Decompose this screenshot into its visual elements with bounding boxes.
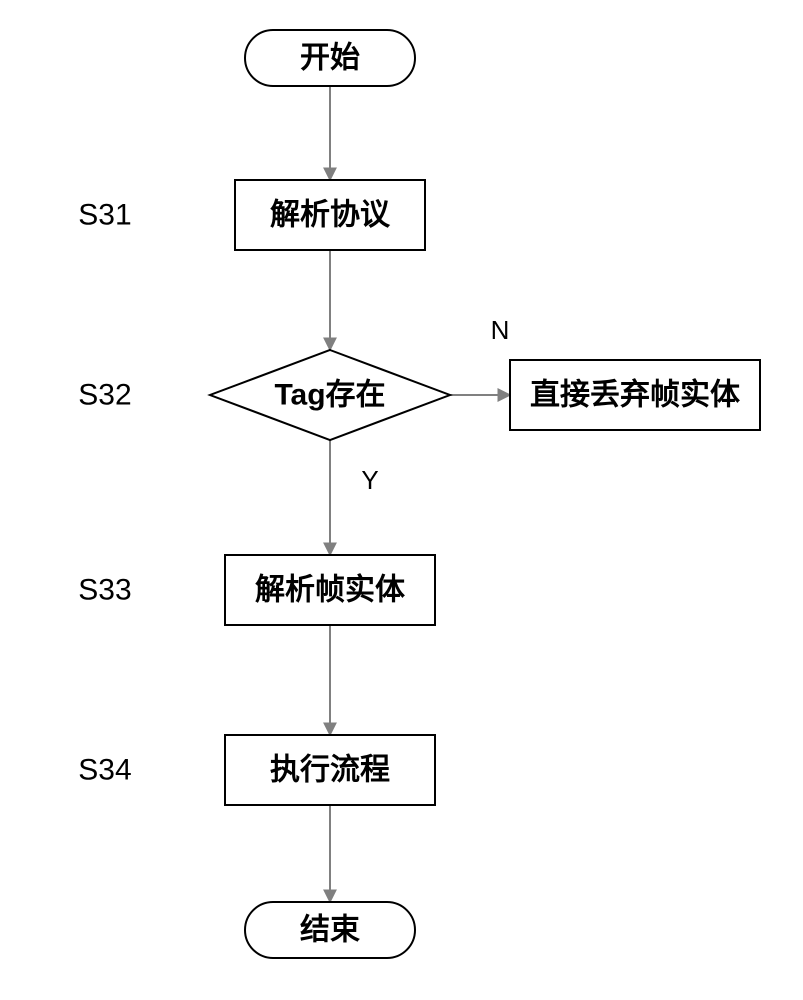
- start-label: 开始: [300, 42, 360, 75]
- s33-label: 解析帧实体: [255, 573, 406, 607]
- s34-label: 执行流程: [270, 754, 390, 787]
- branch-no-label: N: [491, 315, 510, 345]
- s32-label: Tag存在: [274, 379, 385, 412]
- branch-yes-label: Y: [361, 465, 378, 495]
- s31-label: 解析协议: [270, 199, 391, 232]
- discard-label: 直接丢弃帧实体: [530, 378, 741, 412]
- end-label: 结束: [300, 914, 360, 947]
- s34-step-label: S34: [78, 754, 131, 787]
- s33-step-label: S33: [78, 574, 131, 607]
- s31-step-label: S31: [78, 199, 131, 232]
- s32-step-label: S32: [78, 379, 131, 412]
